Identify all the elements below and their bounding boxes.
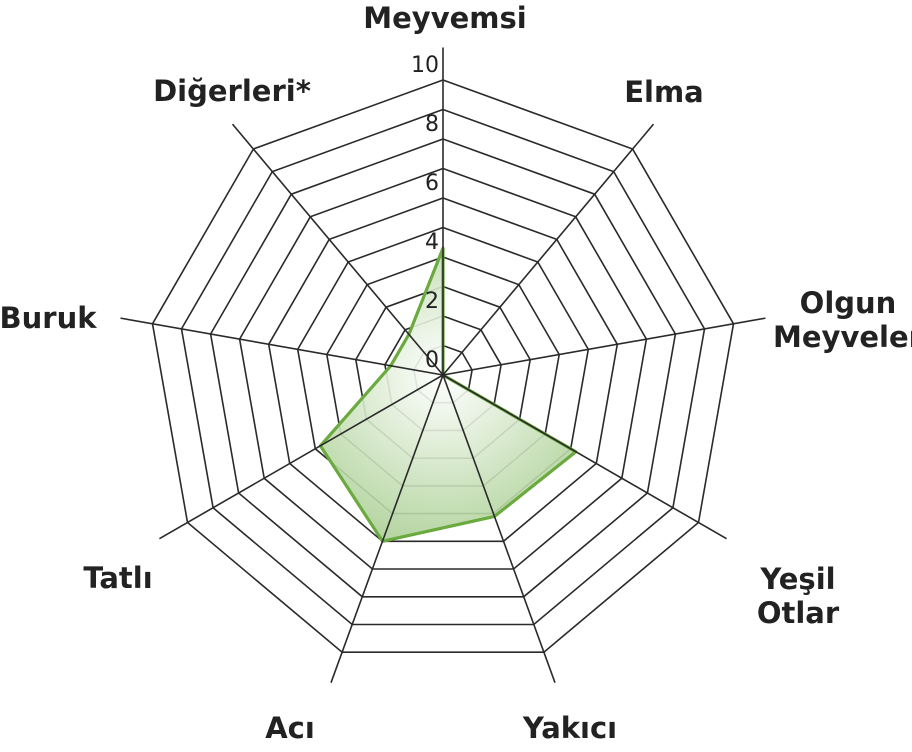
axis-label-line: Meyvemsi: [363, 1, 526, 35]
axis-label: Yeşil Otlar: [757, 562, 840, 630]
grid-ring: [151, 79, 735, 654]
axis-label-line: Olgun: [800, 286, 897, 320]
axis-label: Elma: [624, 75, 704, 109]
axis-label-line: Yakıcı: [522, 711, 617, 745]
tick-label: 4: [425, 230, 439, 255]
axis-label-line: Meyveler: [773, 320, 912, 354]
axis-spoke: [159, 374, 444, 540]
tick-labels: 0 2 4 6 8 10: [411, 53, 439, 373]
axis-spoke: [120, 317, 444, 376]
axis-spoke: [442, 374, 727, 540]
tick-label: 10: [411, 53, 439, 78]
grid-ring: [180, 108, 706, 626]
grid-ring: [209, 138, 677, 598]
series-area: [318, 246, 578, 543]
axis-label: Acı: [265, 711, 315, 745]
tick-label: 6: [425, 171, 439, 196]
spokes: [120, 47, 766, 683]
axis-spoke: [330, 374, 444, 683]
axis-spoke: [442, 123, 655, 376]
axis-spoke: [442, 374, 556, 683]
axis-label-line: Buruk: [0, 301, 97, 335]
axis-spoke: [231, 123, 444, 376]
axis-spoke: [442, 317, 766, 376]
axis-label: Buruk: [0, 301, 97, 335]
axis-label-line: Diğerleri*: [153, 74, 311, 108]
axis-label-line: Tatlı: [83, 561, 152, 595]
axis-label-line: Elma: [624, 75, 704, 109]
axis-label: Diğerleri*: [153, 74, 311, 108]
axis-label: Yakıcı: [522, 711, 617, 745]
tick-label: 2: [425, 289, 439, 314]
grid-ring: [238, 167, 648, 570]
axis-label-line: Yeşil: [759, 562, 835, 596]
axis-label-line: Acı: [265, 711, 315, 745]
tick-label: 0: [425, 348, 439, 373]
axis-label: Olgun Meyveler: [773, 286, 912, 354]
axis-label: Tatlı: [83, 561, 152, 595]
series-layer: [318, 246, 578, 543]
tick-label: 8: [425, 112, 439, 137]
axis-label-line: Otlar: [757, 596, 840, 630]
grid-ring: [267, 197, 619, 543]
axis-label: Meyvemsi: [363, 1, 526, 35]
